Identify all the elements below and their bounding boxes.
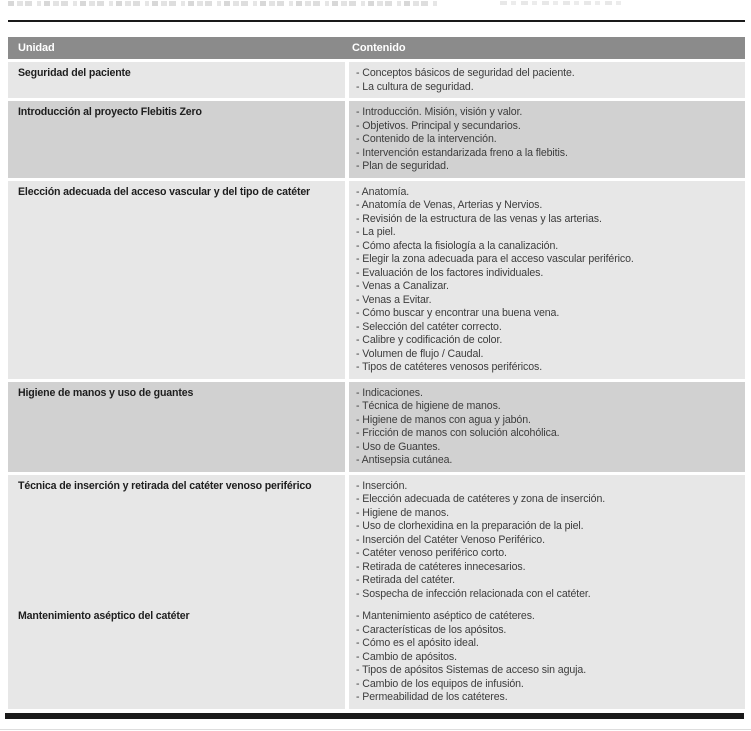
column-header-contenido: Contenido — [352, 42, 406, 54]
content-item: - Intervención estandarizada freno a la … — [356, 146, 568, 159]
column-divider — [345, 381, 349, 472]
unit-label: Elección adecuada del acceso vascular y … — [8, 180, 345, 379]
column-header-unidad: Unidad — [18, 42, 55, 54]
unit-label: Seguridad del paciente — [8, 62, 345, 98]
content-item: - Evaluación de los factores individuale… — [356, 266, 544, 279]
content-list: - Conceptos básicos de seguridad del pac… — [349, 62, 745, 98]
content-list: - Anatomía. - Anatomía de Venas, Arterias… — [349, 180, 745, 379]
content-item: - Fricción de manos con solución alcohól… — [356, 427, 560, 439]
content-item: - Tipos de apósitos Sistemas de acceso s… — [356, 664, 587, 676]
content-item: - Mantenimiento aséptico de catéteres. — [356, 610, 535, 622]
content-item: - Anatomía. — [356, 185, 410, 198]
content-item: - Cómo buscar y encontrar una buena vena… — [356, 307, 560, 319]
content-item: - Revisión de la estructura de las venas… — [356, 212, 602, 225]
table-header-row: Unidad Contenido — [8, 37, 745, 59]
content-item: - Inserción. — [356, 479, 408, 492]
content-item: - Calibre y codificación de color. — [356, 334, 503, 346]
unit-label: Mantenimiento aséptico del catéter — [8, 605, 345, 709]
cropped-text-artifact — [8, 1, 438, 6]
column-divider — [345, 62, 349, 98]
content-item: - Introducción. Misión, visión y valor. — [356, 106, 523, 118]
unit-label: Introducción al proyecto Flebitis Zero — [8, 101, 345, 178]
content-item: - Conceptos básicos de seguridad del pac… — [356, 67, 575, 79]
content-item: - Elegir la zona adecuada para el acceso… — [356, 253, 634, 265]
content-item: - Uso de Guantes. — [356, 440, 441, 453]
content-item: - Selección del catéter correcto. — [356, 320, 502, 333]
column-divider — [345, 605, 349, 709]
content-item: - Volumen de flujo / Caudal. — [356, 347, 484, 360]
content-item: - Retirada de catéteres innecesarios. — [356, 560, 526, 573]
column-divider — [345, 180, 349, 379]
content-item: - Objetivos. Principal y secundarios. — [356, 119, 521, 132]
table-row: Introducción al proyecto Flebitis Zero - … — [8, 101, 745, 178]
bottom-rule — [5, 712, 744, 719]
content-item: - Higiene de manos. — [356, 506, 449, 519]
content-item: - Elección adecuada de catéteres y zona … — [356, 493, 606, 505]
content-item: - Cómo afecta la fisiología a la canaliz… — [356, 239, 559, 252]
content-item: - Tipos de catéteres venosos periféricos… — [356, 361, 543, 373]
unit-label: Técnica de inserción y retirada del caté… — [8, 474, 345, 605]
table-row: Mantenimiento aséptico del catéter - Mant… — [8, 605, 745, 709]
column-divider — [345, 101, 349, 178]
table-row: Seguridad del paciente - Conceptos básico… — [8, 62, 745, 98]
content-item: - Contenido de la intervención. — [356, 133, 497, 145]
table-body: Seguridad del paciente - Conceptos básico… — [8, 62, 745, 709]
content-item: - Indicaciones. — [356, 386, 423, 399]
column-divider — [345, 474, 349, 605]
content-list: - Mantenimiento aséptico de catéteres. - … — [349, 605, 745, 709]
content-item: - Plan de seguridad. — [356, 160, 449, 172]
page-edge-line — [0, 729, 751, 730]
content-item: - Retirada del catéter. — [356, 574, 455, 586]
unit-label: Higiene de manos y uso de guantes — [8, 381, 345, 472]
top-rule — [8, 20, 745, 22]
content-list: - Inserción. - Elección adecuada de catét… — [349, 474, 745, 605]
table-row: Higiene de manos y uso de guantes - Indic… — [8, 381, 745, 472]
content-item: - Antisepsia cutánea. — [356, 454, 453, 466]
content-item: - Permeabilidad de los catéteres. — [356, 691, 508, 703]
content-item: - Sospecha de infección relacionada con … — [356, 587, 591, 600]
content-item: - Higiene de manos con agua y jabón. — [356, 413, 531, 426]
content-item: - Venas a Canalizar. — [356, 280, 449, 292]
content-item: - Cambio de los equipos de infusión. — [356, 677, 524, 690]
content-item: - Venas a Evitar. — [356, 293, 432, 306]
content-item: - Anatomía de Venas, Arterias y Nervios. — [356, 199, 543, 211]
table-region: Unidad Contenido Seguridad del paciente -… — [5, 37, 745, 719]
content-item: - La piel. — [356, 226, 396, 238]
content-item: - Cómo es el apósito ideal. — [356, 637, 479, 649]
content-item: - Cambio de apósitos. — [356, 650, 457, 663]
content-item: - Características de los apósitos. — [356, 623, 507, 636]
content-item: - Técnica de higiene de manos. — [356, 400, 501, 412]
content-item: - Inserción del Catéter Venoso Periféric… — [356, 533, 545, 546]
content-list: - Introducción. Misión, visión y valor. -… — [349, 101, 745, 178]
content-item: - Catéter venoso periférico corto. — [356, 547, 507, 559]
table-row: Elección adecuada del acceso vascular y … — [8, 180, 745, 379]
table-row: Técnica de inserción y retirada del caté… — [8, 474, 745, 605]
content-item: - La cultura de seguridad. — [356, 80, 474, 93]
content-item: - Uso de clorhexidina en la preparación … — [356, 520, 584, 532]
cropped-text-artifact — [500, 1, 625, 5]
content-list: - Indicaciones. - Técnica de higiene de m… — [349, 381, 745, 472]
